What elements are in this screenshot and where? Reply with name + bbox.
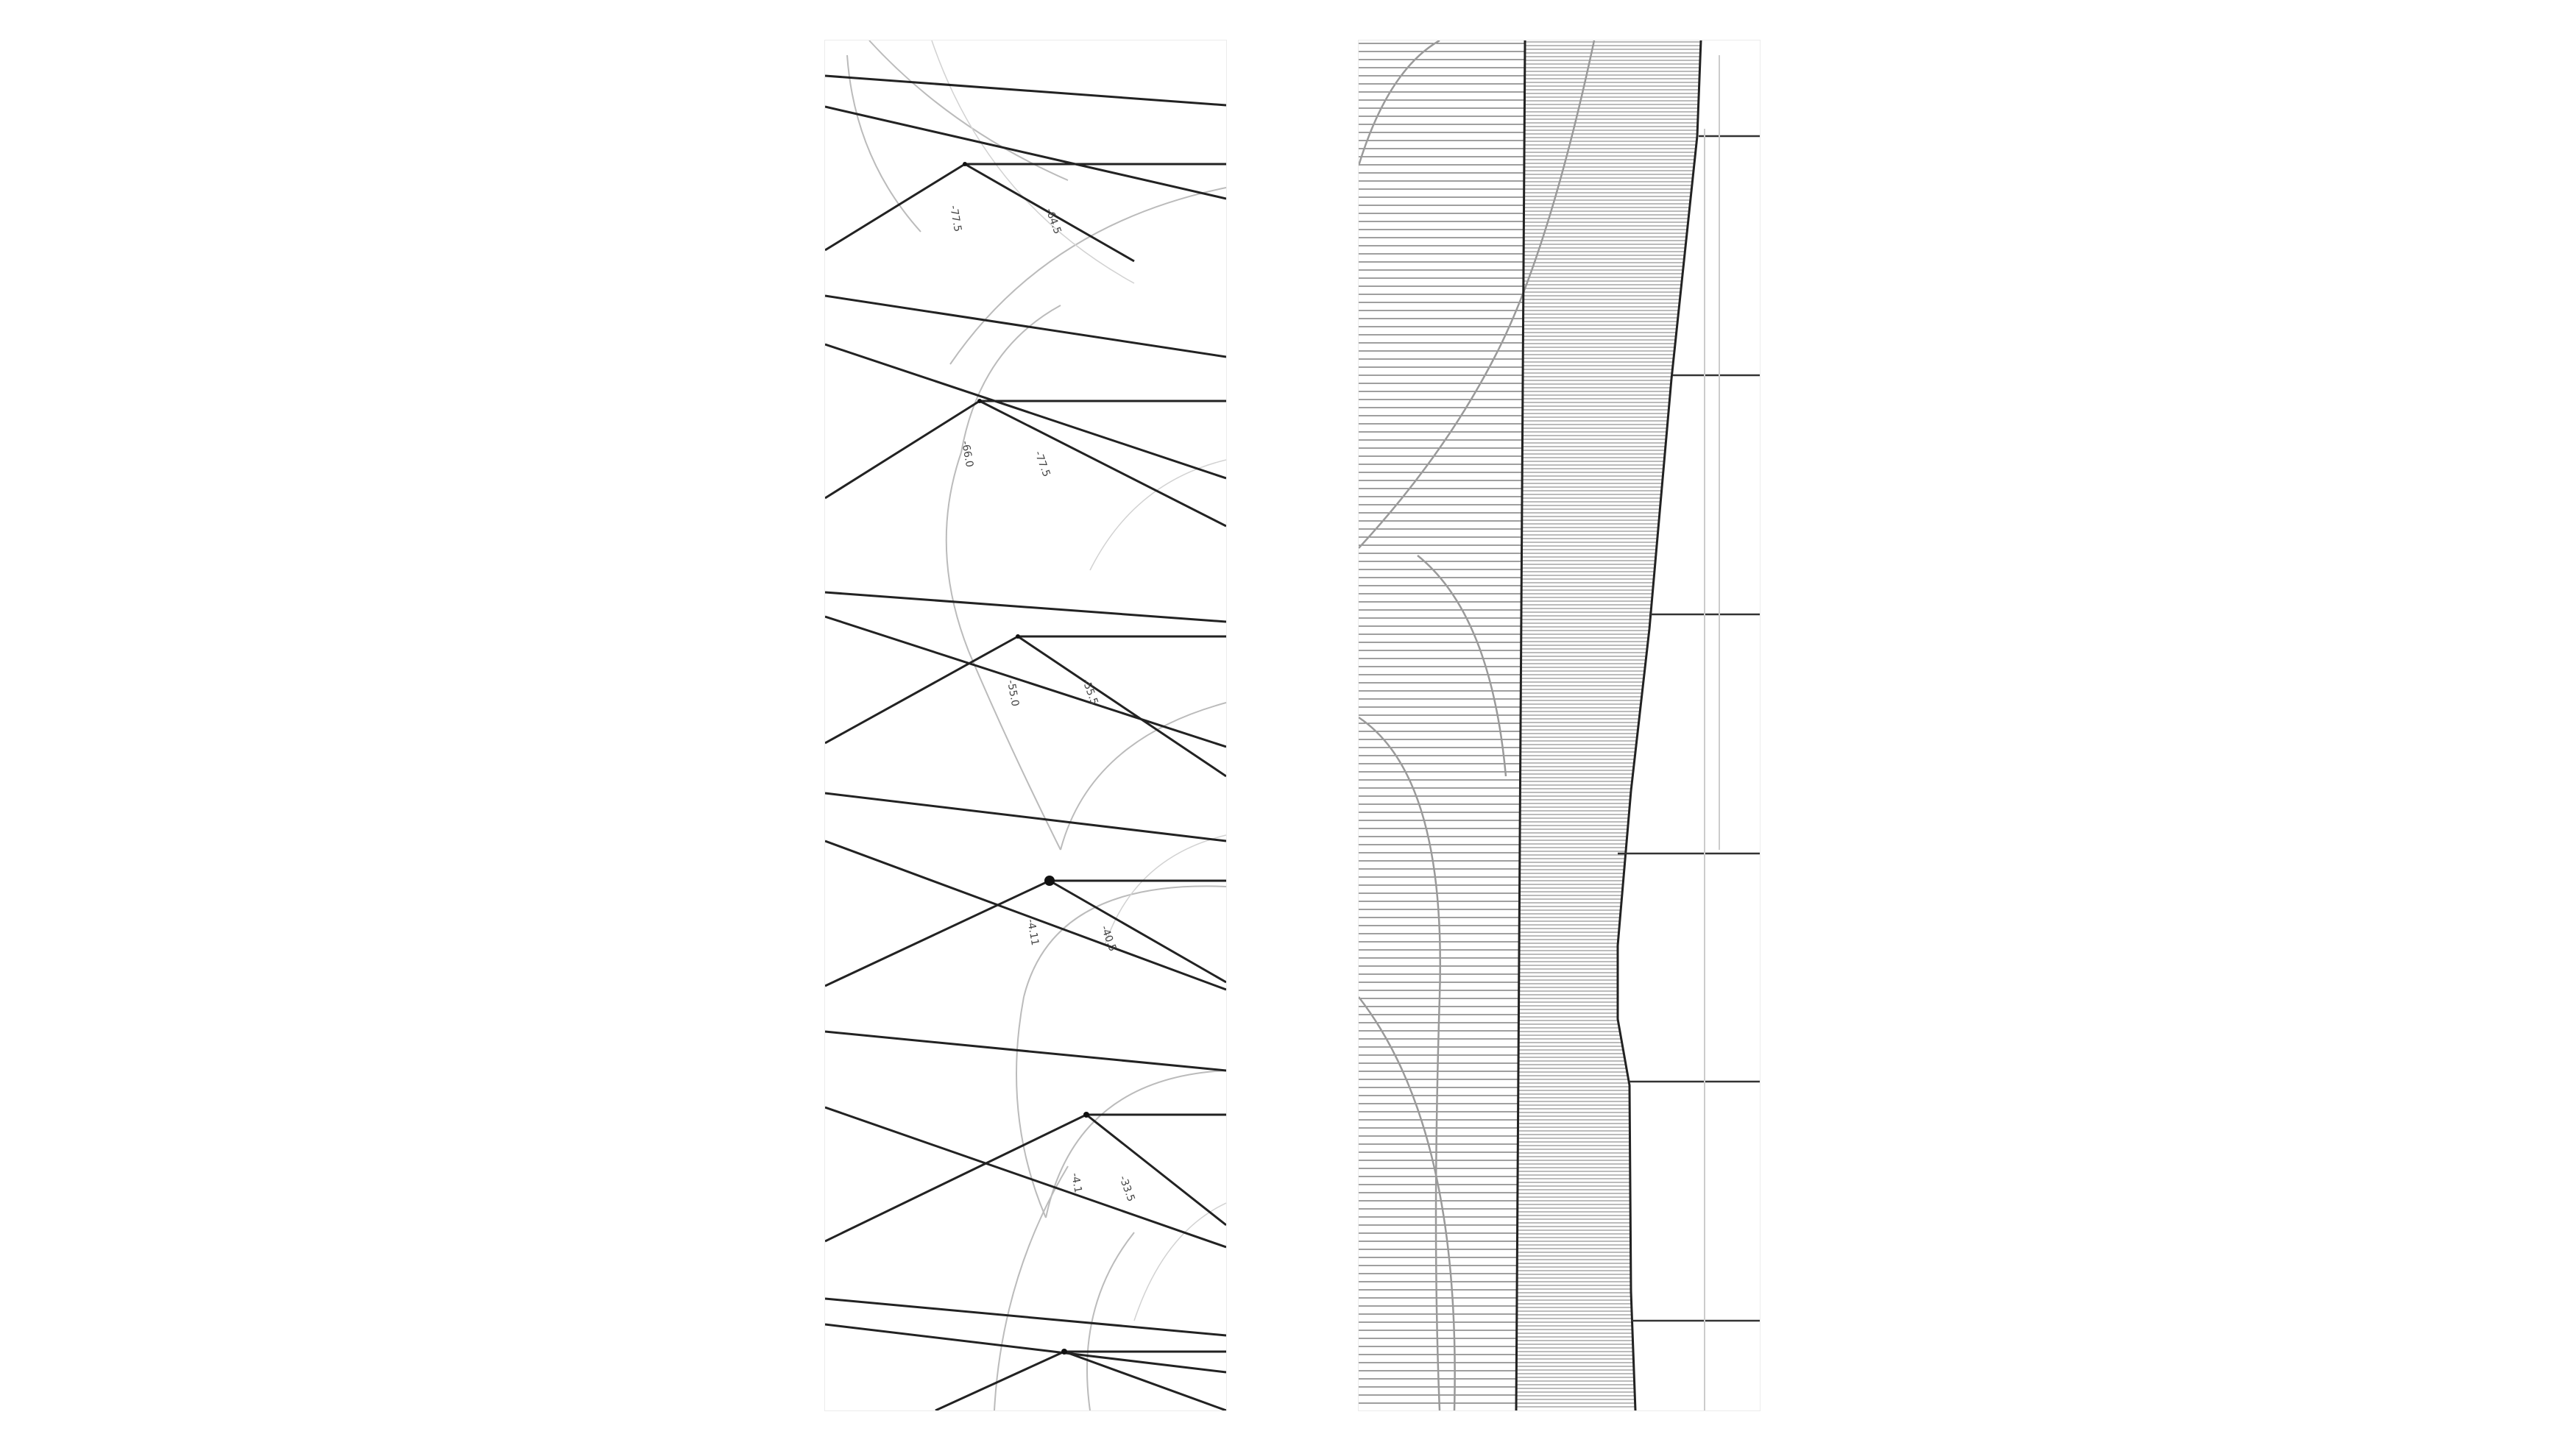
construction-arc <box>868 40 1069 181</box>
construction-arc <box>1359 996 1456 1410</box>
apex-point <box>1016 634 1020 639</box>
apex-point <box>1083 1112 1089 1118</box>
chevron <box>935 1350 1065 1410</box>
chevron-arm <box>979 400 1226 528</box>
construction-arc <box>1060 702 1226 851</box>
annotation: -64.5 <box>1043 207 1063 236</box>
construction-arc <box>931 40 1135 284</box>
construction-arcs <box>1359 40 1596 1410</box>
construction-arc <box>1359 40 1440 166</box>
chevron <box>825 1113 1087 1243</box>
apex-point <box>1061 1349 1067 1355</box>
apex-point <box>1044 876 1055 886</box>
profile-line <box>825 792 1226 842</box>
construction-arc <box>945 452 969 652</box>
profile-line <box>825 1323 1226 1374</box>
chevron-arm <box>964 163 1135 263</box>
chevron <box>825 635 1019 745</box>
construction-arc <box>994 1165 1069 1410</box>
profile-line <box>825 74 1226 107</box>
chevron <box>825 400 980 500</box>
construction-arc <box>1497 40 1596 350</box>
chevron-arm <box>1017 635 1226 778</box>
annotation: -55.0 <box>1005 679 1021 707</box>
construction-arc <box>1359 349 1500 549</box>
construction-arc <box>1359 716 1441 1410</box>
profile-line <box>825 591 1226 623</box>
construction-arc <box>1023 885 1226 998</box>
annotation: -40.5 <box>1098 924 1118 954</box>
apex-points <box>963 162 1089 1355</box>
annotation: -66.0 <box>959 440 975 468</box>
construction-arc <box>1417 555 1507 777</box>
dense-band-hatching <box>1516 41 1701 1408</box>
profile-line <box>825 615 1226 748</box>
annotation: -4.11 <box>1025 918 1041 946</box>
left-hatching <box>1359 43 1525 1404</box>
construction-arc <box>1133 1202 1226 1321</box>
chevron-arm <box>1049 879 1226 984</box>
vertical-guides <box>1704 55 1720 1410</box>
construction-arc <box>1086 1232 1135 1410</box>
faint-arcs <box>931 40 1226 1321</box>
construction-arc <box>1016 996 1047 1218</box>
profile-line <box>825 1030 1226 1072</box>
construction-arcs <box>846 40 1226 1410</box>
right-drawing-panel <box>1358 40 1761 1411</box>
construction-arc <box>1089 459 1226 571</box>
annotation: -4.1 <box>1069 1172 1084 1194</box>
profile-line <box>825 840 1226 991</box>
band-left-edge <box>1515 40 1526 1410</box>
annotation: -55.5 <box>1080 678 1100 707</box>
construction-arc <box>1104 834 1226 946</box>
profile-line <box>825 1106 1226 1249</box>
construction-arc <box>949 187 1226 365</box>
chevron <box>825 879 1050 987</box>
annotation: -33.5 <box>1117 1174 1136 1204</box>
construction-arc <box>968 650 1061 851</box>
profile-line <box>825 1297 1226 1337</box>
profile-line <box>825 105 1226 200</box>
construction-arc <box>1045 1070 1226 1218</box>
construction-arc <box>846 54 921 233</box>
chevron <box>825 163 966 252</box>
apex-point <box>977 399 982 403</box>
profile-edge <box>1616 40 1702 1410</box>
chevron-arm <box>1064 1350 1226 1410</box>
left-drawing-panel: -77.5 -64.5 -66.0 -77.5 -55.0 -55.5 -4.1… <box>824 40 1227 1411</box>
annotation: -77.5 <box>947 205 963 233</box>
chevron-arm <box>1086 1113 1226 1227</box>
chevrons <box>825 163 1226 1410</box>
apex-point <box>963 162 967 166</box>
profile-line <box>825 294 1226 358</box>
profile-ticks <box>1618 135 1760 1322</box>
profile-line <box>825 343 1226 480</box>
annotation: -77.5 <box>1032 450 1052 479</box>
right-drawing <box>1359 40 1760 1410</box>
left-drawing: -77.5 -64.5 -66.0 -77.5 -55.0 -55.5 -4.1… <box>825 40 1226 1410</box>
profile-lines <box>825 74 1226 1374</box>
construction-arc <box>960 305 1061 453</box>
